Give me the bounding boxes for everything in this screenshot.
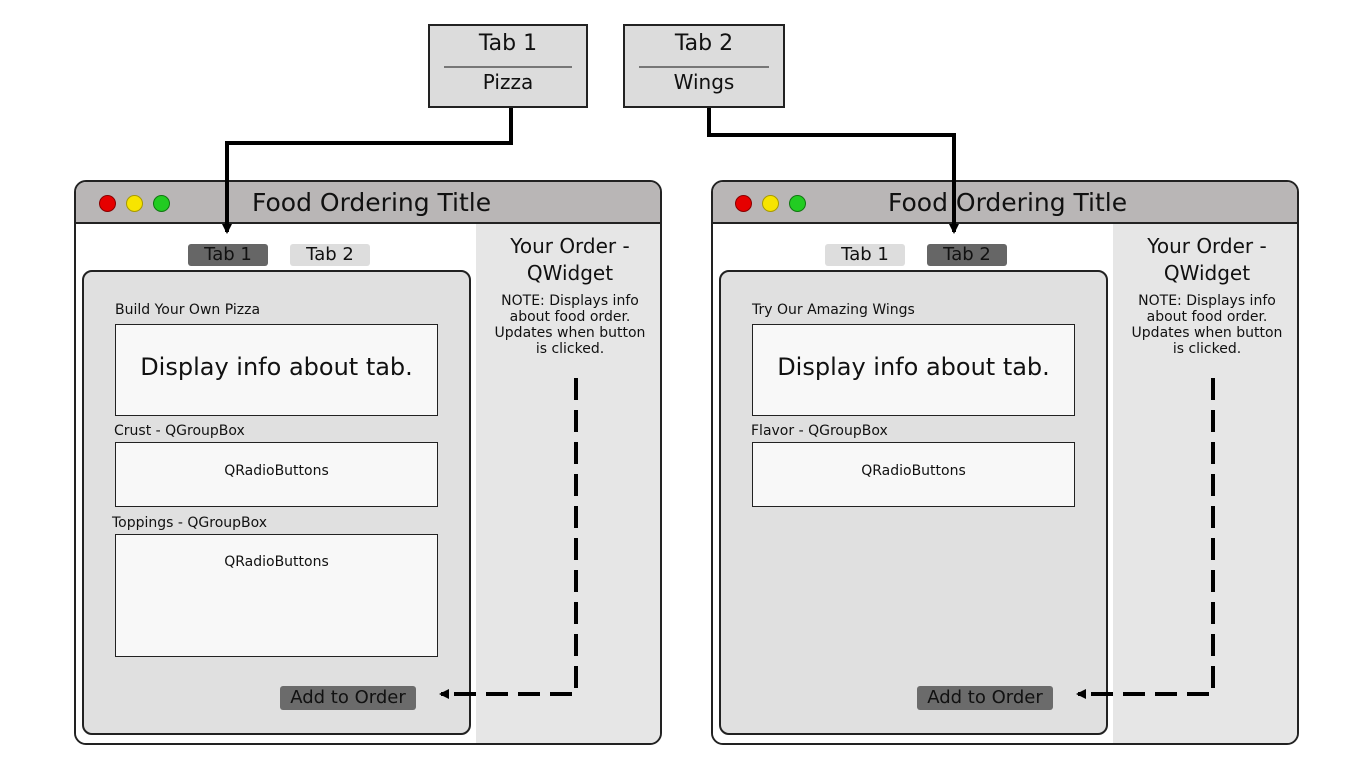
title-bar[interactable]: Food Ordering Title — [713, 182, 1297, 224]
window-title: Food Ordering Title — [888, 188, 1128, 217]
callout-divider — [639, 66, 769, 68]
radio-buttons-text: QRadioButtons — [861, 463, 966, 479]
order-note-line-3: Updates when button — [1131, 325, 1283, 341]
order-note-line-1: NOTE: Displays info — [501, 293, 639, 309]
radio-buttons-text: QRadioButtons — [224, 463, 329, 479]
order-note-line-2: about food order. — [1146, 309, 1268, 325]
tab-2[interactable]: Tab 2 — [290, 244, 370, 266]
order-note-line-4: is clicked. — [535, 341, 605, 357]
add-to-order-button[interactable]: Add to Order — [917, 686, 1053, 710]
info-display: Display info about tab. — [752, 324, 1075, 416]
minimize-button[interactable] — [126, 195, 143, 212]
app-window-wings: Food Ordering Title Tab 1 Tab 2 Try Our … — [711, 180, 1299, 745]
tab-heading: Try Our Amazing Wings — [752, 302, 915, 318]
order-title-line-1: Your Order - — [510, 234, 630, 258]
order-title-line-1: Your Order - — [1147, 234, 1267, 258]
app-window-pizza: Food Ordering Title Tab 1 Tab 2 Build Yo… — [74, 180, 662, 745]
callout-tab-label: Tab 2 — [674, 31, 734, 56]
tab-panel: Try Our Amazing Wings Display info about… — [719, 270, 1108, 735]
info-display-text: Display info about tab. — [777, 353, 1050, 381]
info-display-text: Display info about tab. — [140, 353, 413, 381]
flavor-radio-group[interactable]: QRadioButtons — [752, 442, 1075, 507]
order-note-line-4: is clicked. — [1172, 341, 1242, 357]
title-bar[interactable]: Food Ordering Title — [76, 182, 660, 224]
close-button[interactable] — [735, 195, 752, 212]
tab-1[interactable]: Tab 1 — [825, 244, 905, 266]
callout-tab-name: Wings — [673, 70, 735, 94]
maximize-button[interactable] — [789, 195, 806, 212]
callout-tab-1: Tab 1 Pizza — [428, 24, 588, 108]
add-to-order-button[interactable]: Add to Order — [280, 686, 416, 710]
order-note-line-1: NOTE: Displays info — [1138, 293, 1276, 309]
callout-tab-2: Tab 2 Wings — [623, 24, 785, 108]
flavor-group-label: Flavor - QGroupBox — [751, 423, 888, 439]
crust-radio-group[interactable]: QRadioButtons — [115, 442, 438, 507]
order-title-line-2: QWidget — [1163, 261, 1251, 285]
tab-heading: Build Your Own Pizza — [115, 302, 261, 318]
window-title: Food Ordering Title — [252, 188, 492, 217]
order-note-line-2: about food order. — [509, 309, 631, 325]
toppings-group-label: Toppings - QGroupBox — [112, 515, 268, 531]
crust-group-label: Crust - QGroupBox — [114, 423, 245, 439]
info-display: Display info about tab. — [115, 324, 438, 416]
callout-divider — [444, 66, 572, 68]
tab-2[interactable]: Tab 2 — [927, 244, 1007, 266]
tab-panel: Build Your Own Pizza Display info about … — [82, 270, 471, 735]
close-button[interactable] — [99, 195, 116, 212]
callout-tab-name: Pizza — [482, 70, 534, 94]
maximize-button[interactable] — [153, 195, 170, 212]
minimize-button[interactable] — [762, 195, 779, 212]
callout-tab-label: Tab 1 — [478, 31, 538, 56]
toppings-radio-group[interactable]: QRadioButtons — [115, 534, 438, 657]
tab-1[interactable]: Tab 1 — [188, 244, 268, 266]
order-title-line-2: QWidget — [526, 261, 614, 285]
order-note-line-3: Updates when button — [494, 325, 646, 341]
radio-buttons-text: QRadioButtons — [224, 554, 329, 570]
